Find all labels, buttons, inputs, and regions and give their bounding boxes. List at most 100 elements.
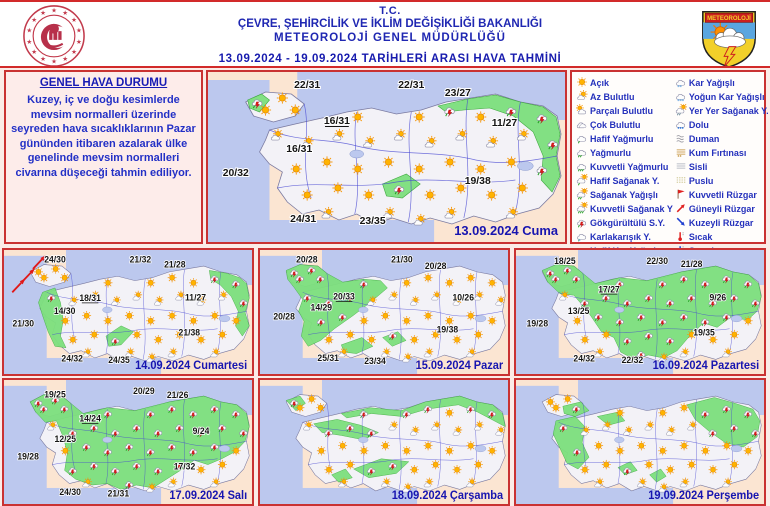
legend-item: Puslu xyxy=(675,174,769,188)
legend-label: Parçalı Bulutlu xyxy=(590,105,654,116)
sun-icon xyxy=(196,295,207,306)
sun-icon xyxy=(402,482,412,493)
sun-icon xyxy=(316,446,326,456)
temperature-label: 25/31 xyxy=(317,353,339,363)
general-weather-box: GENEL HAVA DURUMU Kuzey, iç ve doğu kesi… xyxy=(4,70,203,244)
temperature-label: 10/26 xyxy=(452,292,474,302)
storm-icon xyxy=(290,269,299,278)
sun-icon xyxy=(452,465,462,475)
turkey-map-svg: 18.09.2024 Çarşamba xyxy=(260,380,508,504)
sun-icon xyxy=(89,290,100,301)
sun-icon xyxy=(658,352,668,363)
legend-label: Kuvvetli Rüzgar xyxy=(688,189,757,200)
legend-label: Sağanak Yağışlı xyxy=(590,189,658,200)
sun-icon xyxy=(132,329,142,340)
storm-icon xyxy=(39,405,48,414)
svg-text:★: ★ xyxy=(31,49,37,56)
sun-icon xyxy=(559,290,569,301)
sun-icon xyxy=(68,295,79,306)
storm-icon xyxy=(68,429,77,438)
svg-text:★: ★ xyxy=(26,39,32,46)
temperature-label: 21/28 xyxy=(164,259,186,269)
sun-icon xyxy=(708,465,718,475)
storm-icon xyxy=(146,448,155,457)
temperature-label: 23/27 xyxy=(445,88,471,99)
storm-icon xyxy=(572,275,581,284)
storm-icon xyxy=(388,332,397,341)
sun-icon xyxy=(445,446,454,456)
storm-icon xyxy=(196,429,205,438)
sun-icon xyxy=(666,425,676,436)
legend-item: Sağanak Yağışlı xyxy=(576,187,673,202)
legend-label: Açık xyxy=(590,77,610,88)
storm-icon xyxy=(89,462,99,471)
sun-icon xyxy=(495,295,505,306)
legend-column: Kar Yağışlı Yoğun Kar Yağışlı Yer Yer Sağa… xyxy=(675,76,769,255)
temperature-label: 14/24 xyxy=(79,413,101,423)
sun-icon xyxy=(601,420,612,431)
storm-icon xyxy=(487,410,496,419)
sun-icon xyxy=(217,329,227,340)
kuvvetli-yagmurlu-icon xyxy=(576,160,588,174)
temperature-label: 16/31 xyxy=(324,116,350,127)
sun-icon xyxy=(466,347,476,358)
sun-icon xyxy=(60,273,70,283)
sun-icon xyxy=(402,316,412,326)
sun-icon xyxy=(431,459,441,470)
temperature-label: 19/38 xyxy=(437,324,459,334)
header-divider-line xyxy=(0,66,770,68)
dolu-icon xyxy=(675,118,687,132)
storm-icon xyxy=(679,313,688,322)
sun-icon xyxy=(466,273,476,283)
sun-icon xyxy=(324,465,334,475)
meteoroloji-logo-label: METEOROLOJİ xyxy=(707,15,751,22)
temperature-label: 19/28 xyxy=(17,451,39,461)
sun-icon xyxy=(394,128,406,141)
sisli-icon xyxy=(675,160,687,174)
forecast-map-wednesday: 18.09.2024 Çarşamba xyxy=(258,378,510,506)
storm-icon xyxy=(572,405,581,414)
storm-icon xyxy=(708,429,717,438)
temperature-label: 20/32 xyxy=(223,168,249,179)
storm-icon xyxy=(189,410,198,419)
sun-icon xyxy=(474,290,484,301)
sun-icon xyxy=(210,347,220,358)
sun-icon xyxy=(316,403,326,413)
sun-icon xyxy=(623,425,633,436)
svg-text:★: ★ xyxy=(71,17,77,24)
header-date-range: 13.09.2024 - 19.09.2024 TARİHLERİ ARASI … xyxy=(218,53,562,65)
storm-icon xyxy=(153,429,163,438)
storm-icon xyxy=(687,294,696,303)
sun-icon xyxy=(506,206,518,219)
storm-icon xyxy=(623,299,632,308)
sun-icon xyxy=(413,111,425,123)
turkey-map-svg: 19/25 20/29 21/26 14/24 12/25 9/24 19/28 17/32 2… xyxy=(4,380,252,504)
sun-icon xyxy=(722,440,732,451)
storm-icon xyxy=(615,318,624,327)
temperature-label: 22/31 xyxy=(398,80,424,91)
sun-icon xyxy=(363,189,375,201)
storm-icon xyxy=(644,294,653,303)
svg-text:★: ★ xyxy=(76,39,82,46)
sun-icon xyxy=(495,425,505,436)
sun-icon xyxy=(423,273,433,283)
hafif-saganak-icon xyxy=(576,173,589,188)
sun-icon xyxy=(445,408,454,418)
legend-label: Puslu xyxy=(688,175,714,186)
sun-icon xyxy=(445,278,454,288)
sun-icon xyxy=(125,347,135,358)
temperature-label: 21/30 xyxy=(13,318,35,328)
sun-icon xyxy=(413,213,426,226)
legend-item: Gökgürültülü S.Y. xyxy=(576,216,673,230)
sun-icon xyxy=(637,477,647,488)
sun-icon xyxy=(189,278,198,288)
legend-item: Çok Bulutlu xyxy=(576,118,673,132)
legend-item: Yağmurlu xyxy=(576,146,673,160)
temperature-label: 19/35 xyxy=(693,327,715,337)
storm-icon xyxy=(536,114,547,124)
temperature-label: 24/32 xyxy=(61,353,83,363)
legend-item: Kuzeyli Rüzgar xyxy=(675,216,769,230)
map-date-label: 15.09.2024 Pazar xyxy=(416,360,504,372)
